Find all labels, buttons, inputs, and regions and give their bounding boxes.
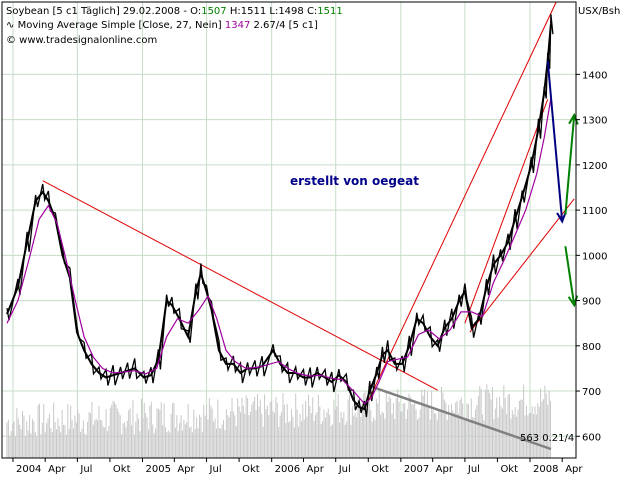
x-axis-ticks: 2004 Apr Jul Okt 2005 Apr Jul Okt 2006 Apr Jul Okt 2…: [12, 458, 583, 475]
x-tick-label: Okt: [242, 464, 260, 475]
trendline-uptrend-shallow: [469, 198, 575, 333]
arrow-forecast-up: [564, 115, 576, 215]
y-tick-label: 900: [582, 297, 601, 308]
trendlines: [42, 1, 575, 410]
x-tick-label: Okt: [500, 464, 518, 475]
plot-frame: [1, 1, 577, 459]
y-tick-label: 1100: [582, 206, 607, 217]
volume-trendline: [369, 384, 552, 451]
y-tick-label: 700: [582, 387, 601, 398]
x-tick-label: Apr: [177, 464, 195, 475]
x-tick-label: Okt: [371, 464, 389, 475]
copyright: © www.tradesignalonline.com: [6, 35, 157, 46]
forecast-arrows: [546, 60, 579, 308]
y-tick-label: 1300: [582, 116, 607, 127]
volume-bars: [6, 384, 552, 458]
price-line: [6, 24, 552, 411]
y-tick-label: 1400: [582, 70, 607, 81]
indicator-label: ∿ Moving Average Simple [Close, 27, Nein…: [6, 20, 318, 31]
arrow-head-forecast-up: [568, 112, 579, 125]
volume-label: 563 0.21/4: [520, 433, 574, 444]
y-tick-label: 1200: [582, 161, 607, 172]
x-tick-label: Jul: [79, 464, 92, 475]
x-tick-label: Apr: [48, 464, 66, 475]
x-tick-label: Jul: [209, 464, 222, 475]
x-tick-label: Jul: [338, 464, 351, 475]
x-tick-label: Okt: [113, 464, 131, 475]
x-tick-label: Apr: [565, 464, 583, 475]
y-axis-ticks: 600 700 800 900 1000 1100 1200 1300 1400: [576, 70, 607, 443]
x-tick-label: 2007: [404, 464, 429, 475]
x-tick-label: 2006: [275, 464, 300, 475]
arrow-forecast-down-2: [564, 246, 576, 306]
trendline-uptrend-short: [464, 99, 549, 324]
x-tick-label: Jul: [467, 464, 480, 475]
y-tick-label: 800: [582, 342, 601, 353]
y-axis-unit: USX/Bsh: [578, 6, 620, 17]
chart-title: Soybean [5 c1 Täglich] 29.02.2008 - O:15…: [6, 6, 343, 17]
x-tick-label: 2005: [145, 464, 170, 475]
chart-annotation: erstellt von oegeat: [290, 174, 419, 188]
moving-average-line: [6, 98, 552, 405]
trendline-downtrend: [42, 180, 438, 391]
price-series: [6, 14, 554, 418]
y-tick-label: 600: [582, 432, 601, 443]
y-tick-label: 1000: [582, 251, 607, 262]
x-tick-label: 2008: [533, 464, 558, 475]
trendline-uptrend-steep: [363, 1, 557, 410]
arrow-head-forecast-down: [556, 211, 567, 224]
x-tick-label: Apr: [307, 464, 325, 475]
x-tick-label: Apr: [436, 464, 454, 475]
arrow-forecast-down: [546, 60, 564, 222]
x-tick-label: 2004: [16, 464, 41, 475]
